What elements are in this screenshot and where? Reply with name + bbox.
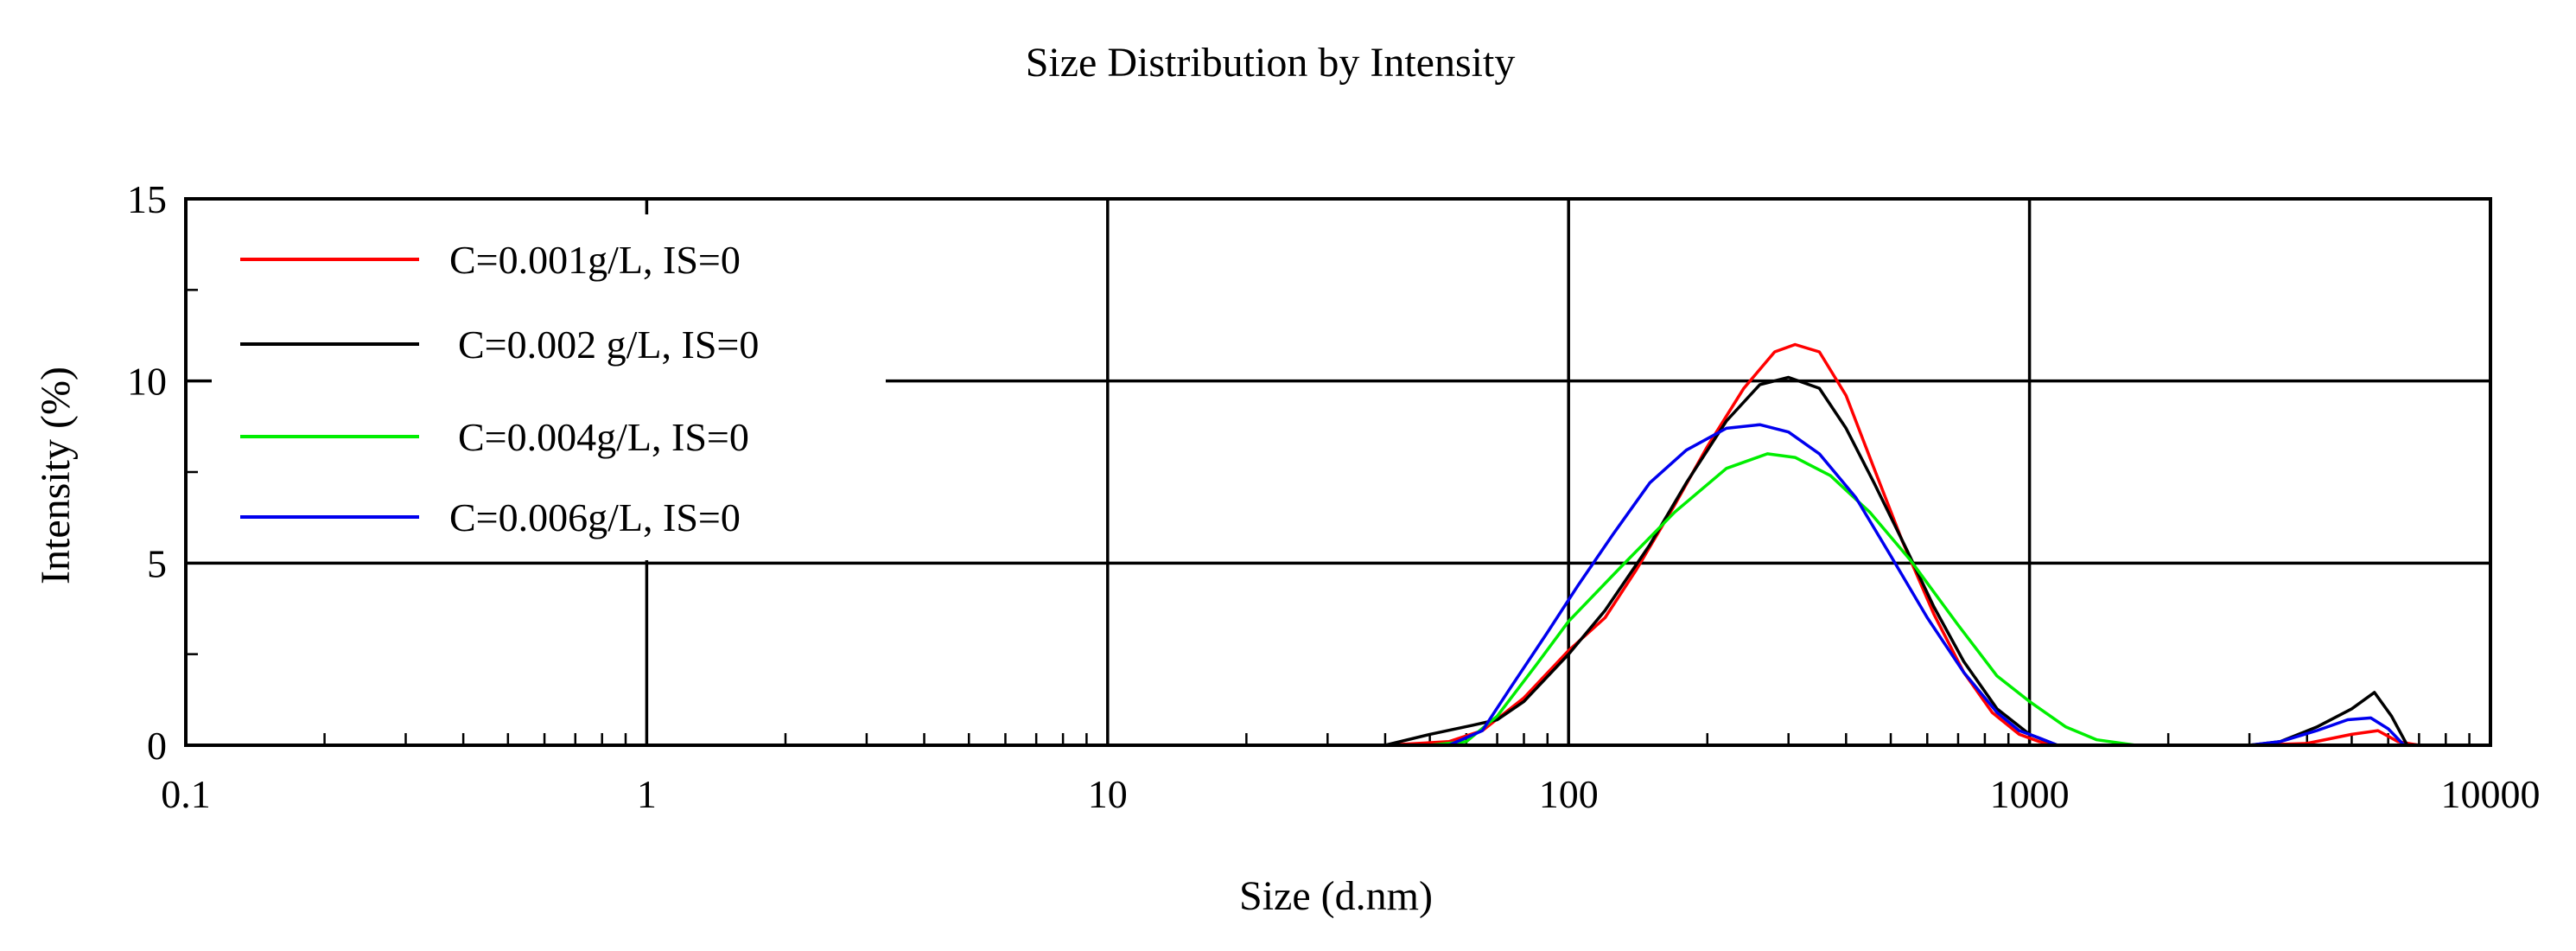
y-tick-label: 15 — [127, 177, 167, 221]
plot-frame — [184, 197, 2492, 747]
y-tick-label: 5 — [147, 541, 167, 585]
legend-label-3: C=0.004g/L, IS=0 — [458, 415, 749, 459]
series-line-4 — [1384, 423, 2406, 747]
legend-label-2: C=0.002 g/L, IS=0 — [458, 322, 759, 367]
legend-label-1: C=0.001g/L, IS=0 — [449, 238, 741, 282]
x-tick-label: 10000 — [2441, 772, 2541, 816]
legend: C=0.001g/L, IS=0 C=0.002 g/L, IS=0 C=0.004… — [212, 214, 886, 560]
y-tick-label: 0 — [147, 724, 167, 768]
x-tick-labels: 0.1 1 10 100 1000 10000 — [161, 772, 2540, 816]
legend-box — [212, 214, 886, 560]
y-axis-label: Intensity (%) — [33, 367, 79, 584]
y-tick-label: 10 — [127, 360, 167, 404]
y-tick-labels: 0 5 10 15 — [127, 177, 167, 768]
x-tick-label: 100 — [1539, 772, 1599, 816]
x-axis-label: Size (d.nm) — [1239, 873, 1433, 919]
series-layer — [1384, 342, 2420, 747]
x-tick-label: 10 — [1088, 772, 1128, 816]
series-line-2 — [1384, 375, 2409, 747]
x-tick-label: 1000 — [1990, 772, 2070, 816]
x-tick-label: 0.1 — [161, 772, 211, 816]
legend-label-4: C=0.006g/L, IS=0 — [449, 495, 741, 539]
chart-title: Size Distribution by Intensity — [1026, 40, 1516, 86]
x-tick-label: 1 — [637, 772, 657, 816]
series-line-3 — [1429, 452, 2388, 747]
